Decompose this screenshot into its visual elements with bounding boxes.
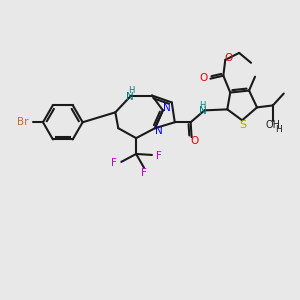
Text: O: O — [199, 73, 208, 83]
Text: F: F — [156, 151, 162, 161]
Text: H: H — [128, 86, 134, 95]
Text: F: F — [111, 158, 117, 168]
Text: H: H — [199, 101, 206, 110]
Text: F: F — [141, 168, 147, 178]
Text: N: N — [163, 103, 171, 113]
Text: O: O — [190, 136, 199, 146]
Text: Br: Br — [16, 117, 28, 127]
Text: N: N — [126, 92, 134, 101]
Text: N: N — [199, 106, 206, 116]
Text: H: H — [275, 125, 282, 134]
Text: O: O — [224, 53, 232, 63]
Text: S: S — [240, 120, 247, 130]
Text: N: N — [155, 126, 163, 136]
Text: OH: OH — [266, 120, 280, 130]
